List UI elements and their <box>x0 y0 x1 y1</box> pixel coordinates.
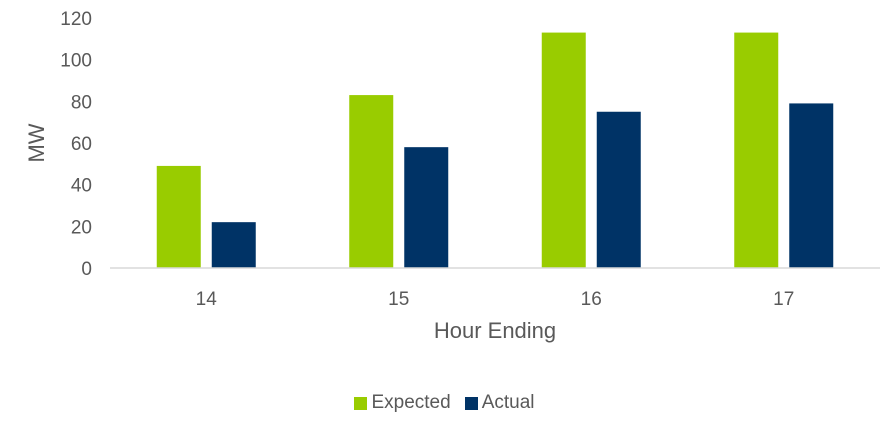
y-axis-ticks: 0 20 40 60 80 100 120 <box>60 9 92 280</box>
y-axis-title: MW <box>24 123 49 162</box>
x-axis-title: Hour Ending <box>434 318 556 343</box>
y-tick-label: 40 <box>71 176 92 197</box>
y-tick-label: 80 <box>71 92 92 113</box>
x-tick-label: 16 <box>581 289 602 310</box>
bars <box>156 32 834 269</box>
y-tick-label: 0 <box>81 259 92 280</box>
legend-label-actual: Actual <box>481 392 535 413</box>
legend-item-expected: Expected <box>354 392 451 414</box>
x-tick-label: 17 <box>773 289 794 310</box>
y-tick-label: 120 <box>60 9 92 30</box>
bar-expected-14 <box>156 165 201 268</box>
x-tick-label: 15 <box>388 289 409 310</box>
legend-swatch-expected <box>354 396 368 410</box>
legend-item-actual: Actual <box>464 392 535 414</box>
bar-expected-16 <box>541 32 586 269</box>
x-tick-label: 14 <box>196 289 218 310</box>
bar-actual-17 <box>789 103 834 269</box>
legend: Expected Actual <box>0 392 889 414</box>
y-tick-label: 60 <box>71 134 92 155</box>
legend-swatch-actual <box>464 396 478 410</box>
x-axis-ticks: 14 15 16 17 <box>196 289 795 310</box>
y-tick-label: 20 <box>71 217 92 238</box>
bar-actual-15 <box>404 147 449 268</box>
bar-expected-17 <box>734 32 779 269</box>
bar-expected-15 <box>349 95 394 268</box>
y-tick-label: 100 <box>60 51 92 72</box>
bar-actual-14 <box>211 222 256 268</box>
legend-label-expected: Expected <box>371 392 451 413</box>
bar-actual-16 <box>596 111 641 268</box>
